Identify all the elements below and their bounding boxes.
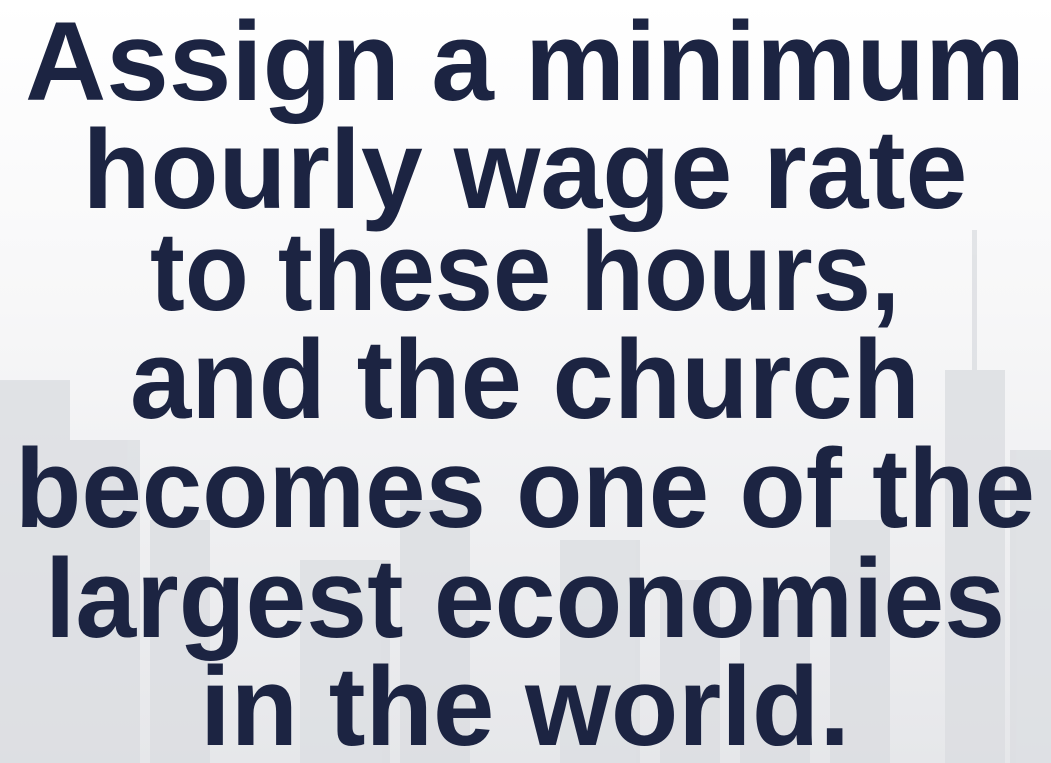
quote-line: Assign a minimum — [25, 0, 1025, 124]
quote-line: and the church — [130, 317, 920, 442]
quote-line: in the world. — [200, 644, 850, 763]
quote-graphic: Assign a minimumhourly wage rateto these… — [0, 0, 1051, 763]
quote-line: largest economies — [45, 536, 1005, 661]
page: {"quote": {"lines": ["Assign a minimum",… — [0, 0, 1051, 763]
quote-line: becomes one of the — [15, 426, 1035, 551]
quote-line: to these hours, — [150, 209, 900, 334]
